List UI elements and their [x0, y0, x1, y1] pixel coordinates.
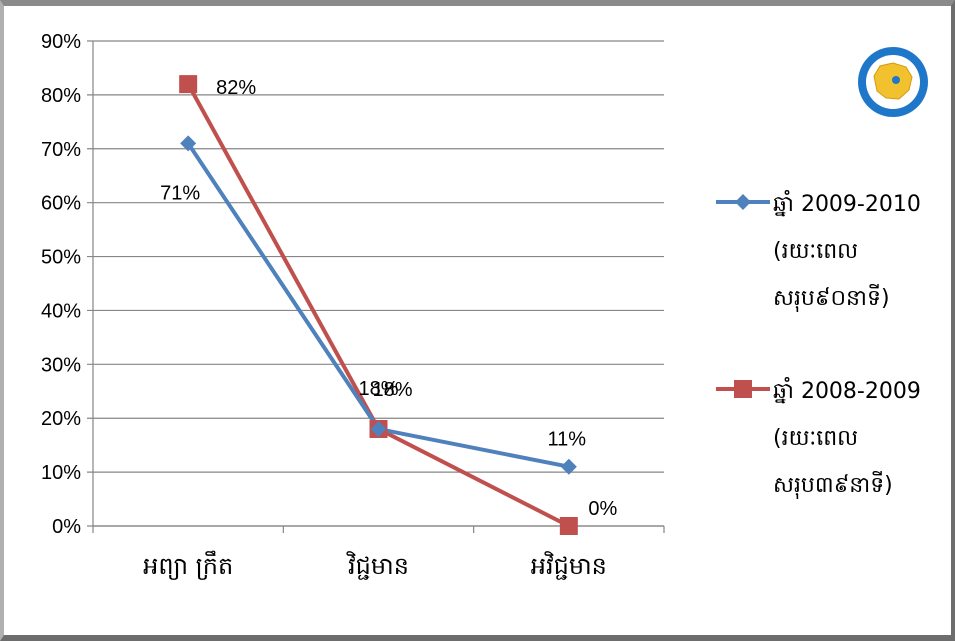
data-labels: 71% 18% 11% 82% 18% 0% — [160, 77, 617, 520]
diamond-marker — [180, 135, 197, 152]
data-label: 18% — [358, 378, 398, 400]
legend-label: សរុប៣៩នាទី) — [773, 471, 893, 499]
legend-label: (រយៈពេល — [773, 426, 858, 451]
y-tick-label: 70% — [41, 139, 81, 161]
square-marker — [179, 75, 198, 94]
legend-label: ឆ្នាំ 2009-2010 — [773, 190, 921, 217]
y-tick-label: 50% — [41, 247, 81, 269]
legend: ឆ្នាំ 2009-2010(រយៈពេលសរុប៩០នាទី)ឆ្នាំ 2… — [716, 190, 921, 499]
legend-label: (រយៈពេល — [773, 239, 858, 264]
square-marker — [559, 517, 578, 535]
legend-label: ឆ្នាំ 2008-2009 — [773, 377, 921, 404]
ministry-seal-logo — [858, 47, 928, 117]
diamond-marker — [735, 194, 751, 210]
y-tick-label: 30% — [41, 354, 81, 376]
data-label: 71% — [160, 182, 200, 204]
grid-lines — [87, 40, 664, 527]
y-tick-label: 90% — [41, 31, 81, 53]
legend-label: សរុប៩០នាទី) — [773, 284, 890, 312]
square-marker — [734, 380, 752, 398]
y-tick-label: 20% — [41, 408, 81, 430]
y-tick-label: 40% — [41, 300, 81, 322]
series-layer — [179, 75, 578, 535]
y-tick-label: 10% — [41, 462, 81, 484]
diamond-marker — [560, 458, 577, 475]
data-label: 18% — [372, 379, 412, 401]
series-line — [186, 83, 570, 528]
diamond-marker — [370, 421, 387, 437]
y-tick-label: 60% — [41, 193, 81, 215]
y-axis: 0% 10% 20% 30% 40% 50% 60% 70% 80% 90% — [41, 31, 94, 538]
x-axis: អព្យា ក្រឹត វិជ្ជមាន អវិជ្ជមាន — [92, 525, 665, 580]
x-category-label: អវិជ្ជមាន — [531, 551, 607, 580]
y-tick-label: 80% — [41, 85, 81, 107]
data-label: 11% — [548, 429, 587, 451]
x-category-label: អព្យា ក្រឹត — [143, 550, 233, 580]
map-lake — [892, 76, 900, 84]
data-label: 0% — [588, 498, 617, 520]
x-category-label: វិជ្ជមាន — [346, 551, 409, 580]
data-label: 82% — [216, 77, 256, 99]
y-tick-label: 0% — [52, 516, 81, 538]
